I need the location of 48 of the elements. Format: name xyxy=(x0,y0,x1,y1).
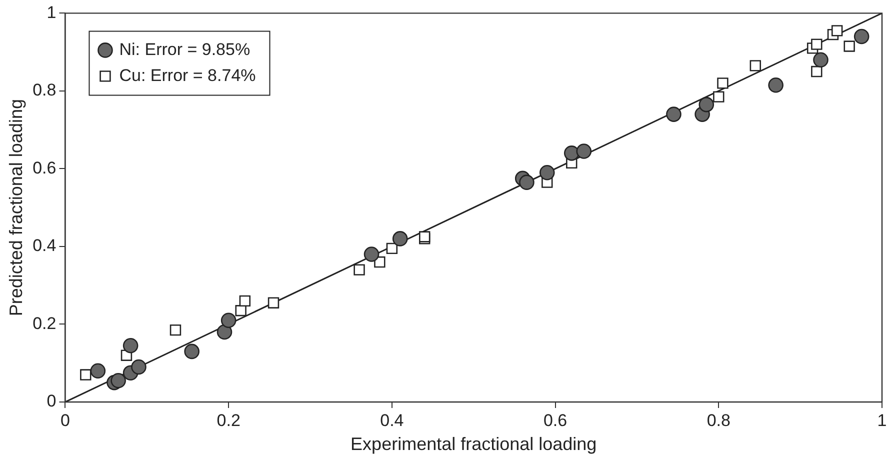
x-tick-label: 0.4 xyxy=(380,410,404,430)
x-tick-label: 0 xyxy=(60,410,70,430)
point xyxy=(216,324,232,340)
point xyxy=(539,164,555,180)
point xyxy=(811,66,822,78)
point xyxy=(90,363,106,379)
x-axis-title: Experimental fractional loading xyxy=(350,434,597,454)
point xyxy=(811,38,822,50)
x-tick-label: 1 xyxy=(877,410,887,430)
point xyxy=(750,60,761,72)
point xyxy=(354,264,365,276)
point xyxy=(519,174,534,190)
point xyxy=(717,78,728,89)
point xyxy=(831,25,843,36)
point xyxy=(844,40,855,52)
y-tick-label: 0.2 xyxy=(32,314,56,333)
point xyxy=(666,106,682,122)
point xyxy=(131,359,146,375)
y-tick-label: 0.8 xyxy=(32,80,56,100)
legend-label: Ni: Error = 9.85% xyxy=(119,40,250,59)
point xyxy=(854,28,870,44)
point xyxy=(576,144,592,159)
point xyxy=(713,91,724,102)
point xyxy=(235,305,246,316)
point xyxy=(184,344,200,360)
point xyxy=(698,96,714,112)
point xyxy=(268,297,280,308)
point xyxy=(813,52,828,68)
point xyxy=(122,338,138,354)
point xyxy=(768,77,784,93)
point xyxy=(386,242,398,254)
point xyxy=(110,372,126,388)
x-tick-label: 0.6 xyxy=(543,410,568,430)
y-tick-label: 1 xyxy=(46,2,56,22)
point xyxy=(220,312,236,328)
point xyxy=(170,324,182,336)
x-tick-label: 0.8 xyxy=(706,410,730,430)
point xyxy=(239,295,251,307)
point xyxy=(564,146,580,161)
x-tick-label: 0.2 xyxy=(216,410,240,430)
point xyxy=(392,231,408,246)
y-axis-title: Predicted fractional loading xyxy=(6,99,26,316)
y-tick-label: 0 xyxy=(46,392,56,411)
y-tick-label: 0.4 xyxy=(32,236,56,256)
point xyxy=(80,369,92,380)
point xyxy=(364,246,380,262)
legend-label: Cu: Error = 8.74% xyxy=(119,66,256,85)
y-tick-label: 0.6 xyxy=(32,158,56,178)
